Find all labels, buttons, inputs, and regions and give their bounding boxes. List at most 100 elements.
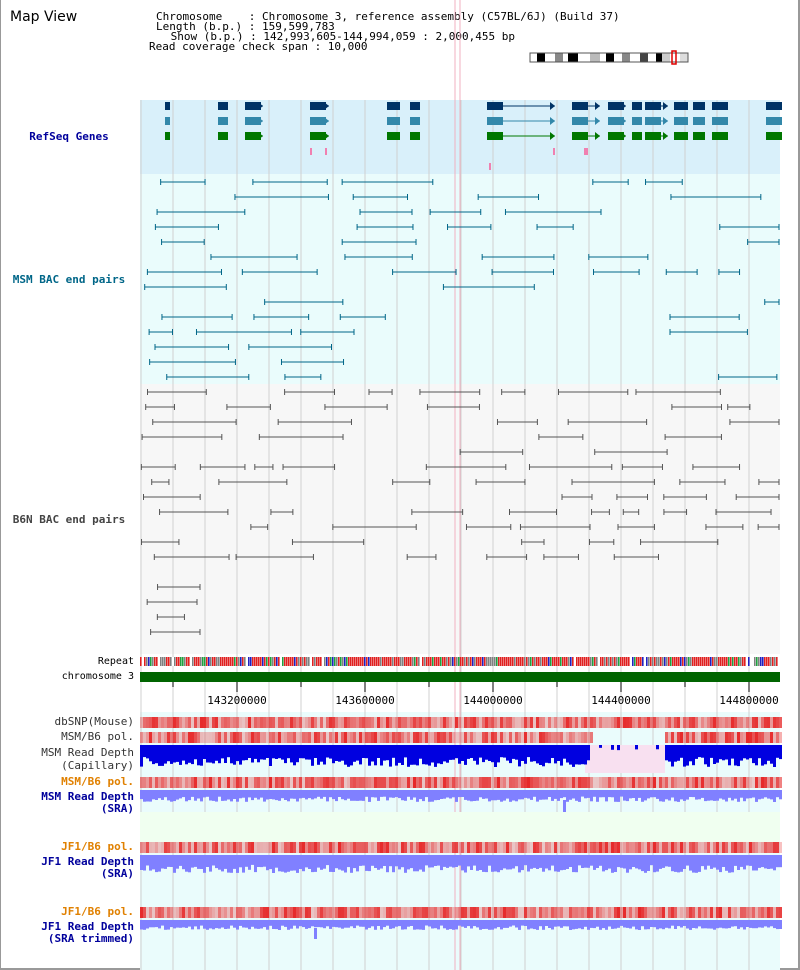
repeat-segment (366, 657, 368, 666)
jf1-pol2-cell (623, 907, 626, 918)
msm-pol2-cell (650, 777, 653, 788)
repeat-segment (428, 657, 430, 666)
repeat-segment (202, 657, 204, 666)
msm-pol2-cell (497, 777, 500, 788)
msm-depth-sra-bar (428, 790, 431, 802)
repeat-segment (262, 657, 264, 666)
msm-depth-sra-bar (299, 790, 302, 799)
msm-pol-cell (356, 732, 359, 743)
msm-pol2-cell (269, 777, 272, 788)
msm-depth-sra-bar (335, 790, 338, 802)
repeat-segment (468, 657, 470, 666)
msm-pol-cell (578, 732, 581, 743)
repeat-segment (244, 657, 246, 666)
msm-pol2-cell (536, 777, 539, 788)
repeat-segment (260, 657, 262, 666)
jf1-pol-cell (494, 842, 497, 853)
jf1-pol2-cell (377, 907, 380, 918)
dbsnp-cell (557, 717, 560, 728)
msm-pol2-cell (509, 777, 512, 788)
jf1-pol2-cell (299, 907, 302, 918)
jf1-depth-trim-bar (365, 920, 368, 930)
jf1-depth-sra-bar (158, 855, 161, 872)
msm-pol2-cell (248, 777, 251, 788)
jf1-depth-trim-bar (662, 920, 665, 930)
dbsnp-cell (701, 717, 704, 728)
msm-depth-sra-bar (161, 790, 164, 800)
jf1-pol2-cell (548, 907, 551, 918)
dbsnp-cell (167, 717, 170, 728)
msm-depth-cap-bar (755, 745, 758, 766)
repeat-segment (240, 657, 242, 666)
jf1-pol2-cell (320, 907, 323, 918)
jf1-pol2-cell (650, 907, 653, 918)
jf1-pol-cell (146, 842, 149, 853)
jf1-depth-trim-bar (773, 920, 776, 929)
msm-depth-sra-bar (188, 790, 191, 801)
jf1-pol-cell (539, 842, 542, 853)
jf1-depth-sra-bar (692, 855, 695, 873)
msm-depth-sra-bar (185, 790, 188, 802)
jf1-depth-sra-bar (215, 855, 218, 869)
msm-depth-cap-bar (692, 745, 695, 766)
jf1-depth-trim-bar (707, 920, 710, 929)
jf1-depth-trim-bar (560, 920, 563, 928)
jf1-depth-sra-bar (497, 855, 500, 873)
msm-depth-sra-bar (443, 790, 446, 799)
dbsnp-cell (488, 717, 491, 728)
jf1-depth-trim-bar (554, 920, 557, 927)
b6n-bac-track-label[interactable]: B6N BAC end pairs (12, 513, 126, 526)
msm-pol-cell (239, 732, 242, 743)
jf1-pol2-cell (590, 907, 593, 918)
repeat-segment (348, 657, 350, 666)
jf1-pol-cell (443, 842, 446, 853)
jf1-pol-cell (635, 842, 638, 853)
dbsnp-cell (389, 717, 392, 728)
dbsnp-cell (647, 717, 650, 728)
msm-depth-cap-bar (140, 745, 143, 767)
msm-pol2-cell (464, 777, 467, 788)
jf1-pol2-cell (536, 907, 539, 918)
msm-bac-track-label[interactable]: MSM BAC end pairs (12, 273, 126, 286)
msm-depth-sra-bar (476, 790, 479, 801)
msm-pol2-cell (167, 777, 170, 788)
jf1-pol2-cell (482, 907, 485, 918)
dbsnp-cell (563, 717, 566, 728)
jf1-pol-cell (449, 842, 452, 853)
dbsnp-cell (539, 717, 542, 728)
repeat-segment (718, 657, 720, 666)
jf1-pol-cell (317, 842, 320, 853)
msm-pol2-cell (524, 777, 527, 788)
gene-exon (645, 132, 661, 140)
msm-pol-cell (563, 732, 566, 743)
msm-pol2-cell (380, 777, 383, 788)
jf1-pol2-cell (614, 907, 617, 918)
jf1-depth-sra-bar (383, 855, 386, 866)
dbsnp-cell (425, 717, 428, 728)
msm-depth-sra-bar (254, 790, 257, 798)
jf1-depth-sra-bar (647, 855, 650, 871)
msm-depth-sra-bar (527, 790, 530, 799)
repeat-segment (446, 657, 448, 666)
dbsnp-cell (275, 717, 278, 728)
jf1-pol2-cell (518, 907, 521, 918)
jf1-pol-cell (227, 842, 230, 853)
jf1-depth-trim-bar (521, 920, 524, 926)
jf1-pol-cell (173, 842, 176, 853)
msm-pol-cell (737, 732, 740, 743)
msm-pol2-cell (443, 777, 446, 788)
jf1-pol2-cell (506, 907, 509, 918)
repeat-segment (740, 657, 742, 666)
jf1-depth-trim-bar (686, 920, 689, 929)
jf1-pol2-cell (461, 907, 464, 918)
jf1-pol-cell (698, 842, 701, 853)
axis-tick-label: 144800000 (719, 694, 779, 707)
msm-depth-cap-bar (335, 745, 338, 761)
msm-pol-cell (200, 732, 203, 743)
msm-pol2-cell (530, 777, 533, 788)
msm-depth-cap-bar (383, 745, 386, 761)
dbsnp-cell (551, 717, 554, 728)
refseq-track-label[interactable]: RefSeq Genes (29, 130, 109, 143)
jf1-depth-sra-bar (725, 855, 728, 871)
